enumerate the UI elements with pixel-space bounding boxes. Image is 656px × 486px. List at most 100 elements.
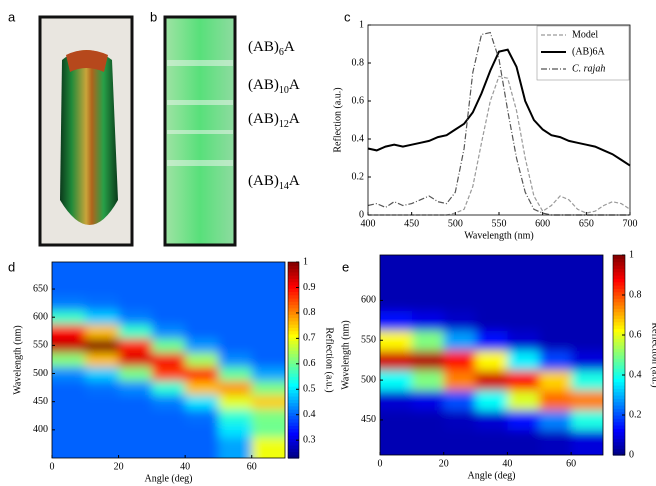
heatmap-cell [443, 330, 477, 351]
heatmap-cell [251, 262, 285, 283]
colorbar-step [288, 399, 299, 404]
colorbar-step [288, 333, 299, 338]
y-tick-label: 550 [361, 335, 376, 346]
heatmap-cell [52, 281, 86, 297]
heatmap-cell [218, 310, 253, 325]
y-tick-label: 1 [359, 19, 364, 30]
heatmap-cell [539, 429, 572, 455]
series-line [367, 48, 631, 167]
heatmap-cell [218, 408, 253, 424]
colorbar-step [288, 360, 299, 364]
heatmap-cell [475, 350, 508, 371]
colorbar-step [288, 395, 299, 400]
colorbar-tick-label: 0.5 [303, 384, 316, 395]
y-tick-label: 0.4 [352, 133, 365, 144]
colorbar-step [613, 368, 625, 373]
heatmap-cell [507, 330, 540, 351]
colorbar-step [613, 378, 625, 383]
label-base: (AB) [248, 173, 279, 189]
heatmap-cell [185, 436, 219, 458]
colorbar-step [288, 363, 299, 368]
colorbar-step [288, 376, 299, 381]
panel-letter: b [150, 9, 157, 24]
heatmap-cell [118, 408, 153, 424]
colorbar-step [613, 428, 625, 433]
heatmap-cell [52, 436, 86, 458]
heatmap-cell [151, 422, 186, 438]
heatmap-cell [52, 352, 86, 367]
heatmap-cell [185, 394, 219, 410]
beetle [60, 50, 118, 225]
heatmap-cell [118, 296, 153, 311]
x-tick-label: 450 [404, 218, 419, 229]
label-base: (AB) [248, 39, 279, 55]
colorbar-step [288, 418, 299, 423]
x-tick-label: 20 [439, 458, 449, 469]
legend-label: (AB)6A [572, 46, 606, 57]
colorbar-step [288, 412, 299, 417]
colorbar-step [613, 441, 625, 446]
colorbar-tick-label: 0.4 [303, 409, 316, 420]
heatmap-cell [411, 390, 445, 411]
heatmap-cell [411, 370, 445, 391]
x-tick-label: 0 [50, 461, 55, 472]
colorbar-step [288, 268, 299, 273]
colorbar-step [288, 422, 299, 426]
colorbar-step [613, 345, 625, 349]
x-axis-label: Angle (deg) [144, 473, 192, 484]
y-axis-label: Wavelength (nm) [12, 325, 23, 394]
label-tail: A [289, 77, 300, 93]
y-tick-label: 500 [33, 368, 48, 379]
colorbar-step [288, 301, 299, 306]
colorbar-step [613, 278, 625, 283]
heatmap-cell [475, 290, 508, 311]
heatmap-cell [185, 262, 219, 283]
heatmap-cell [218, 380, 253, 396]
heatmap-cell [507, 290, 540, 311]
heatmap-blur [52, 262, 285, 458]
heatmap-cell [218, 394, 253, 410]
heatmap-cell [52, 310, 86, 325]
legend-label: C. rajah [572, 63, 605, 74]
heatmap-cell [118, 324, 153, 339]
x-axis-label: Angle (deg) [467, 470, 515, 481]
heatmap-cell [52, 262, 86, 283]
heatmap-cell [507, 429, 540, 455]
colorbar-step [288, 346, 299, 351]
heatmap-cell [411, 429, 445, 455]
colorbar-step [613, 265, 625, 269]
heatmap-cell [475, 409, 508, 431]
heatmap-cell [475, 255, 508, 291]
colorbar-step [288, 304, 299, 309]
heatmap-cell [218, 262, 253, 283]
heatmap-cell [507, 310, 540, 331]
label-sub: 10 [279, 85, 289, 96]
heatmap-cell [151, 408, 186, 424]
colorbar-step [288, 271, 299, 276]
heatmap-cell [380, 390, 413, 411]
panel-letter: e [342, 259, 349, 274]
heatmap-cell [251, 408, 285, 424]
colorbar-step [288, 369, 299, 374]
colorbar-step [288, 294, 299, 299]
colorbar-tick-label: 0.2 [629, 409, 642, 420]
heatmap-cell [85, 366, 120, 382]
heatmap-cell [411, 330, 445, 351]
y-tick-label: 600 [361, 295, 376, 306]
heatmap-cell [118, 366, 153, 382]
heatmap-cell [443, 350, 477, 371]
heatmap-cell [151, 366, 186, 382]
colorbar-step [288, 281, 299, 286]
heatmap-cell [118, 310, 153, 325]
heatmap-cell [571, 370, 603, 391]
colorbar-step [613, 438, 625, 443]
colorbar-step [288, 435, 299, 439]
heatmap-cell [475, 429, 508, 455]
panel-letter: c [344, 9, 351, 24]
heatmap-cell [151, 380, 186, 396]
heatmap-cell [85, 310, 120, 325]
colorbar-step [613, 338, 625, 343]
heatmap-cell [151, 310, 186, 325]
heatmap-cell [475, 370, 508, 391]
colorbar-step [613, 355, 625, 359]
